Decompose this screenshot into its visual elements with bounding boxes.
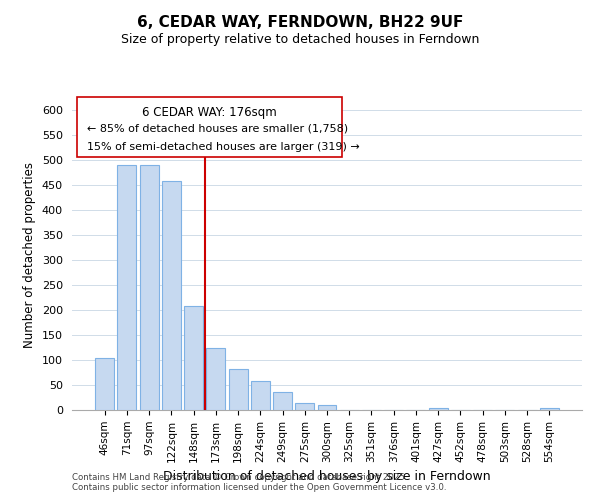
Bar	[273, 392, 292, 410]
FancyBboxPatch shape	[77, 97, 342, 158]
X-axis label: Distribution of detached houses by size in Ferndown: Distribution of detached houses by size …	[163, 470, 491, 483]
Bar	[118, 165, 136, 410]
Text: 15% of semi-detached houses are larger (319) →: 15% of semi-detached houses are larger (…	[88, 142, 360, 152]
Bar	[162, 181, 181, 410]
Bar	[206, 348, 225, 410]
Bar	[429, 408, 448, 410]
Bar	[95, 358, 114, 410]
Bar	[540, 408, 559, 410]
Bar	[251, 381, 270, 410]
Y-axis label: Number of detached properties: Number of detached properties	[23, 162, 36, 348]
Text: Contains HM Land Registry data © Crown copyright and database right 2025.: Contains HM Land Registry data © Crown c…	[72, 474, 407, 482]
Text: 6, CEDAR WAY, FERNDOWN, BH22 9UF: 6, CEDAR WAY, FERNDOWN, BH22 9UF	[137, 15, 463, 30]
Bar	[295, 402, 314, 410]
Bar	[140, 165, 158, 410]
Bar	[317, 405, 337, 410]
Text: 6 CEDAR WAY: 176sqm: 6 CEDAR WAY: 176sqm	[142, 106, 277, 119]
Text: Size of property relative to detached houses in Ferndown: Size of property relative to detached ho…	[121, 32, 479, 46]
Bar	[184, 306, 203, 410]
Text: ← 85% of detached houses are smaller (1,758): ← 85% of detached houses are smaller (1,…	[88, 123, 349, 133]
Text: Contains public sector information licensed under the Open Government Licence v3: Contains public sector information licen…	[72, 484, 446, 492]
Bar	[229, 368, 248, 410]
